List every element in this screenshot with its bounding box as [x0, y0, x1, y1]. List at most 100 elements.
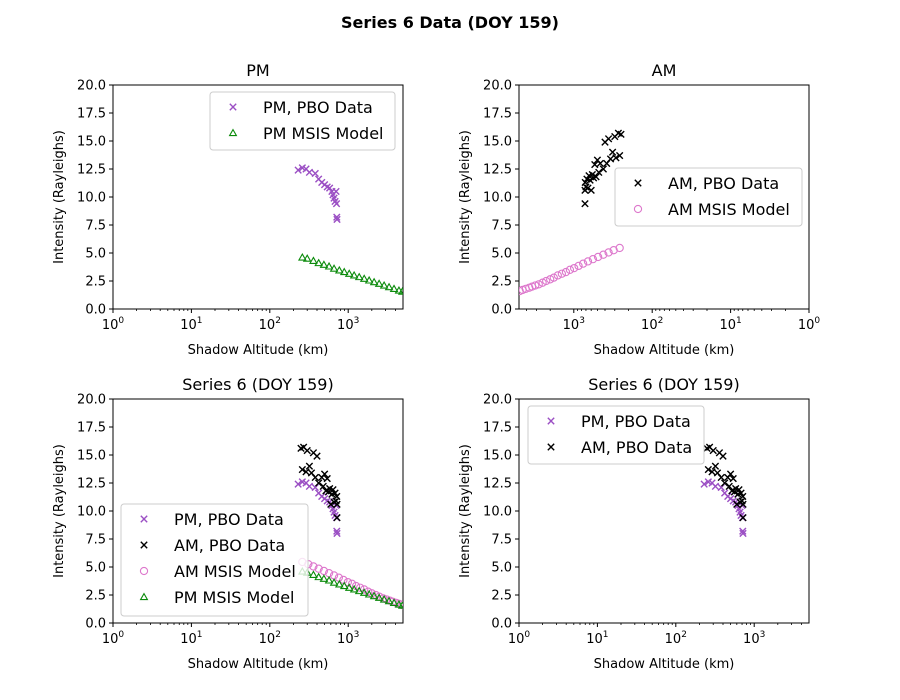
- data-layer: [519, 129, 625, 296]
- data-point: [333, 527, 341, 535]
- y-tick-label: 20.0: [77, 393, 106, 408]
- legend-marker: [139, 592, 149, 601]
- data-point: [374, 279, 384, 287]
- legend-entry: PM, PBO Data: [263, 98, 373, 117]
- y-tick-label: 0.0: [491, 617, 512, 632]
- data-point: [584, 184, 592, 192]
- data-point: [334, 579, 344, 588]
- data-point: [733, 500, 741, 508]
- chart-panel-2: AM Shadow Altitude (km) Intensity (Rayleig…: [458, 61, 820, 358]
- data-point: [713, 469, 722, 477]
- data-point: [739, 529, 747, 538]
- legend-marker: [547, 417, 555, 425]
- x-tick-label: 102: [665, 630, 687, 647]
- legend: PM, PBO Data PM MSIS Model: [209, 91, 396, 151]
- data-point: [604, 135, 613, 143]
- x-tick-label: 102: [259, 316, 281, 333]
- data-point: [354, 586, 364, 595]
- data-point: [700, 480, 708, 488]
- y-tick-label: 12.5: [483, 477, 512, 492]
- data-point: [309, 449, 318, 457]
- data-point: [592, 173, 600, 181]
- data-point: [364, 275, 374, 284]
- data-point: [586, 176, 594, 184]
- data-point: [364, 587, 373, 596]
- data-point: [379, 594, 389, 603]
- x-tick-label: 103: [337, 316, 359, 333]
- data-point: [329, 578, 339, 586]
- y-tick-label: 15.0: [483, 135, 512, 150]
- y-axis-label: Intensity (Rayleighs): [458, 444, 473, 578]
- panel-title: Series 6 (DOY 159): [588, 375, 739, 394]
- y-tick-label: 5.0: [491, 247, 512, 262]
- data-point: [329, 264, 339, 272]
- figure-title: Series 6 Data (DOY 159): [341, 13, 559, 32]
- legend-box: [527, 405, 705, 465]
- data-point: [569, 263, 579, 273]
- legend-entry: PM, PBO Data: [174, 510, 284, 529]
- x-tick-label: 101: [719, 316, 741, 333]
- y-tick-label: 5.0: [85, 561, 106, 576]
- x-tick-label: 103: [563, 316, 585, 333]
- data-point: [591, 160, 599, 169]
- data-point: [549, 273, 558, 282]
- data-point: [604, 248, 613, 257]
- y-tick-label: 2.5: [491, 589, 512, 604]
- y-tick-label: 0.0: [85, 303, 106, 318]
- data-point: [309, 570, 318, 578]
- y-tick-label: 12.5: [483, 163, 512, 178]
- legend-marker: [139, 566, 149, 576]
- y-axis-label: Intensity (Rayleighs): [458, 130, 473, 264]
- data-point: [359, 588, 369, 596]
- data-point: [359, 274, 369, 282]
- legend-entry: AM, PBO Data: [668, 174, 779, 193]
- legend-marker: [634, 179, 642, 187]
- data-point: [319, 574, 329, 582]
- data-point: [327, 500, 335, 508]
- y-tick-label: 17.5: [77, 421, 106, 436]
- data-point: [334, 265, 344, 274]
- y-tick-label: 2.5: [491, 275, 512, 290]
- data-point: [318, 473, 326, 482]
- data-point: [599, 165, 608, 173]
- data-point: [384, 282, 394, 291]
- data-point: [557, 269, 567, 278]
- data-point: [374, 593, 384, 601]
- series-am-msis-model: [519, 243, 624, 296]
- x-axis-label: Shadow Altitude (km): [594, 657, 735, 672]
- data-point: [612, 154, 620, 162]
- legend-box: [120, 503, 309, 617]
- legend-box: [614, 167, 803, 227]
- series-pm-pbo-data: [294, 164, 341, 224]
- data-point: [349, 584, 359, 593]
- data-point: [328, 490, 336, 498]
- data-point: [325, 184, 334, 192]
- data-point: [596, 159, 604, 168]
- panel-title: PM: [246, 61, 269, 80]
- data-point: [332, 200, 341, 208]
- data-point: [581, 200, 589, 208]
- data-point: [739, 527, 747, 535]
- y-tick-label: 20.0: [483, 79, 512, 94]
- legend-entry: PM MSIS Model: [263, 124, 384, 143]
- x-tick-label: 100: [102, 630, 125, 647]
- legend-entry: AM, PBO Data: [174, 536, 285, 555]
- y-tick-label: 20.0: [483, 393, 512, 408]
- x-tick-label: 102: [641, 316, 663, 333]
- x-tick-label: 103: [337, 630, 359, 647]
- data-point: [294, 166, 302, 174]
- data-point: [311, 169, 319, 178]
- y-tick-label: 2.5: [85, 589, 106, 604]
- x-tick-label: 100: [102, 316, 125, 333]
- y-tick-label: 10.0: [77, 191, 106, 206]
- y-tick-label: 12.5: [77, 477, 106, 492]
- data-point: [297, 252, 307, 261]
- legend-marker: [547, 443, 555, 451]
- data-layer: [700, 443, 747, 538]
- data-point: [333, 529, 341, 538]
- data-point: [724, 473, 732, 482]
- data-layer: [294, 164, 403, 295]
- data-point: [354, 272, 364, 281]
- y-tick-label: 7.5: [85, 219, 106, 234]
- x-tick-label: 101: [586, 630, 608, 647]
